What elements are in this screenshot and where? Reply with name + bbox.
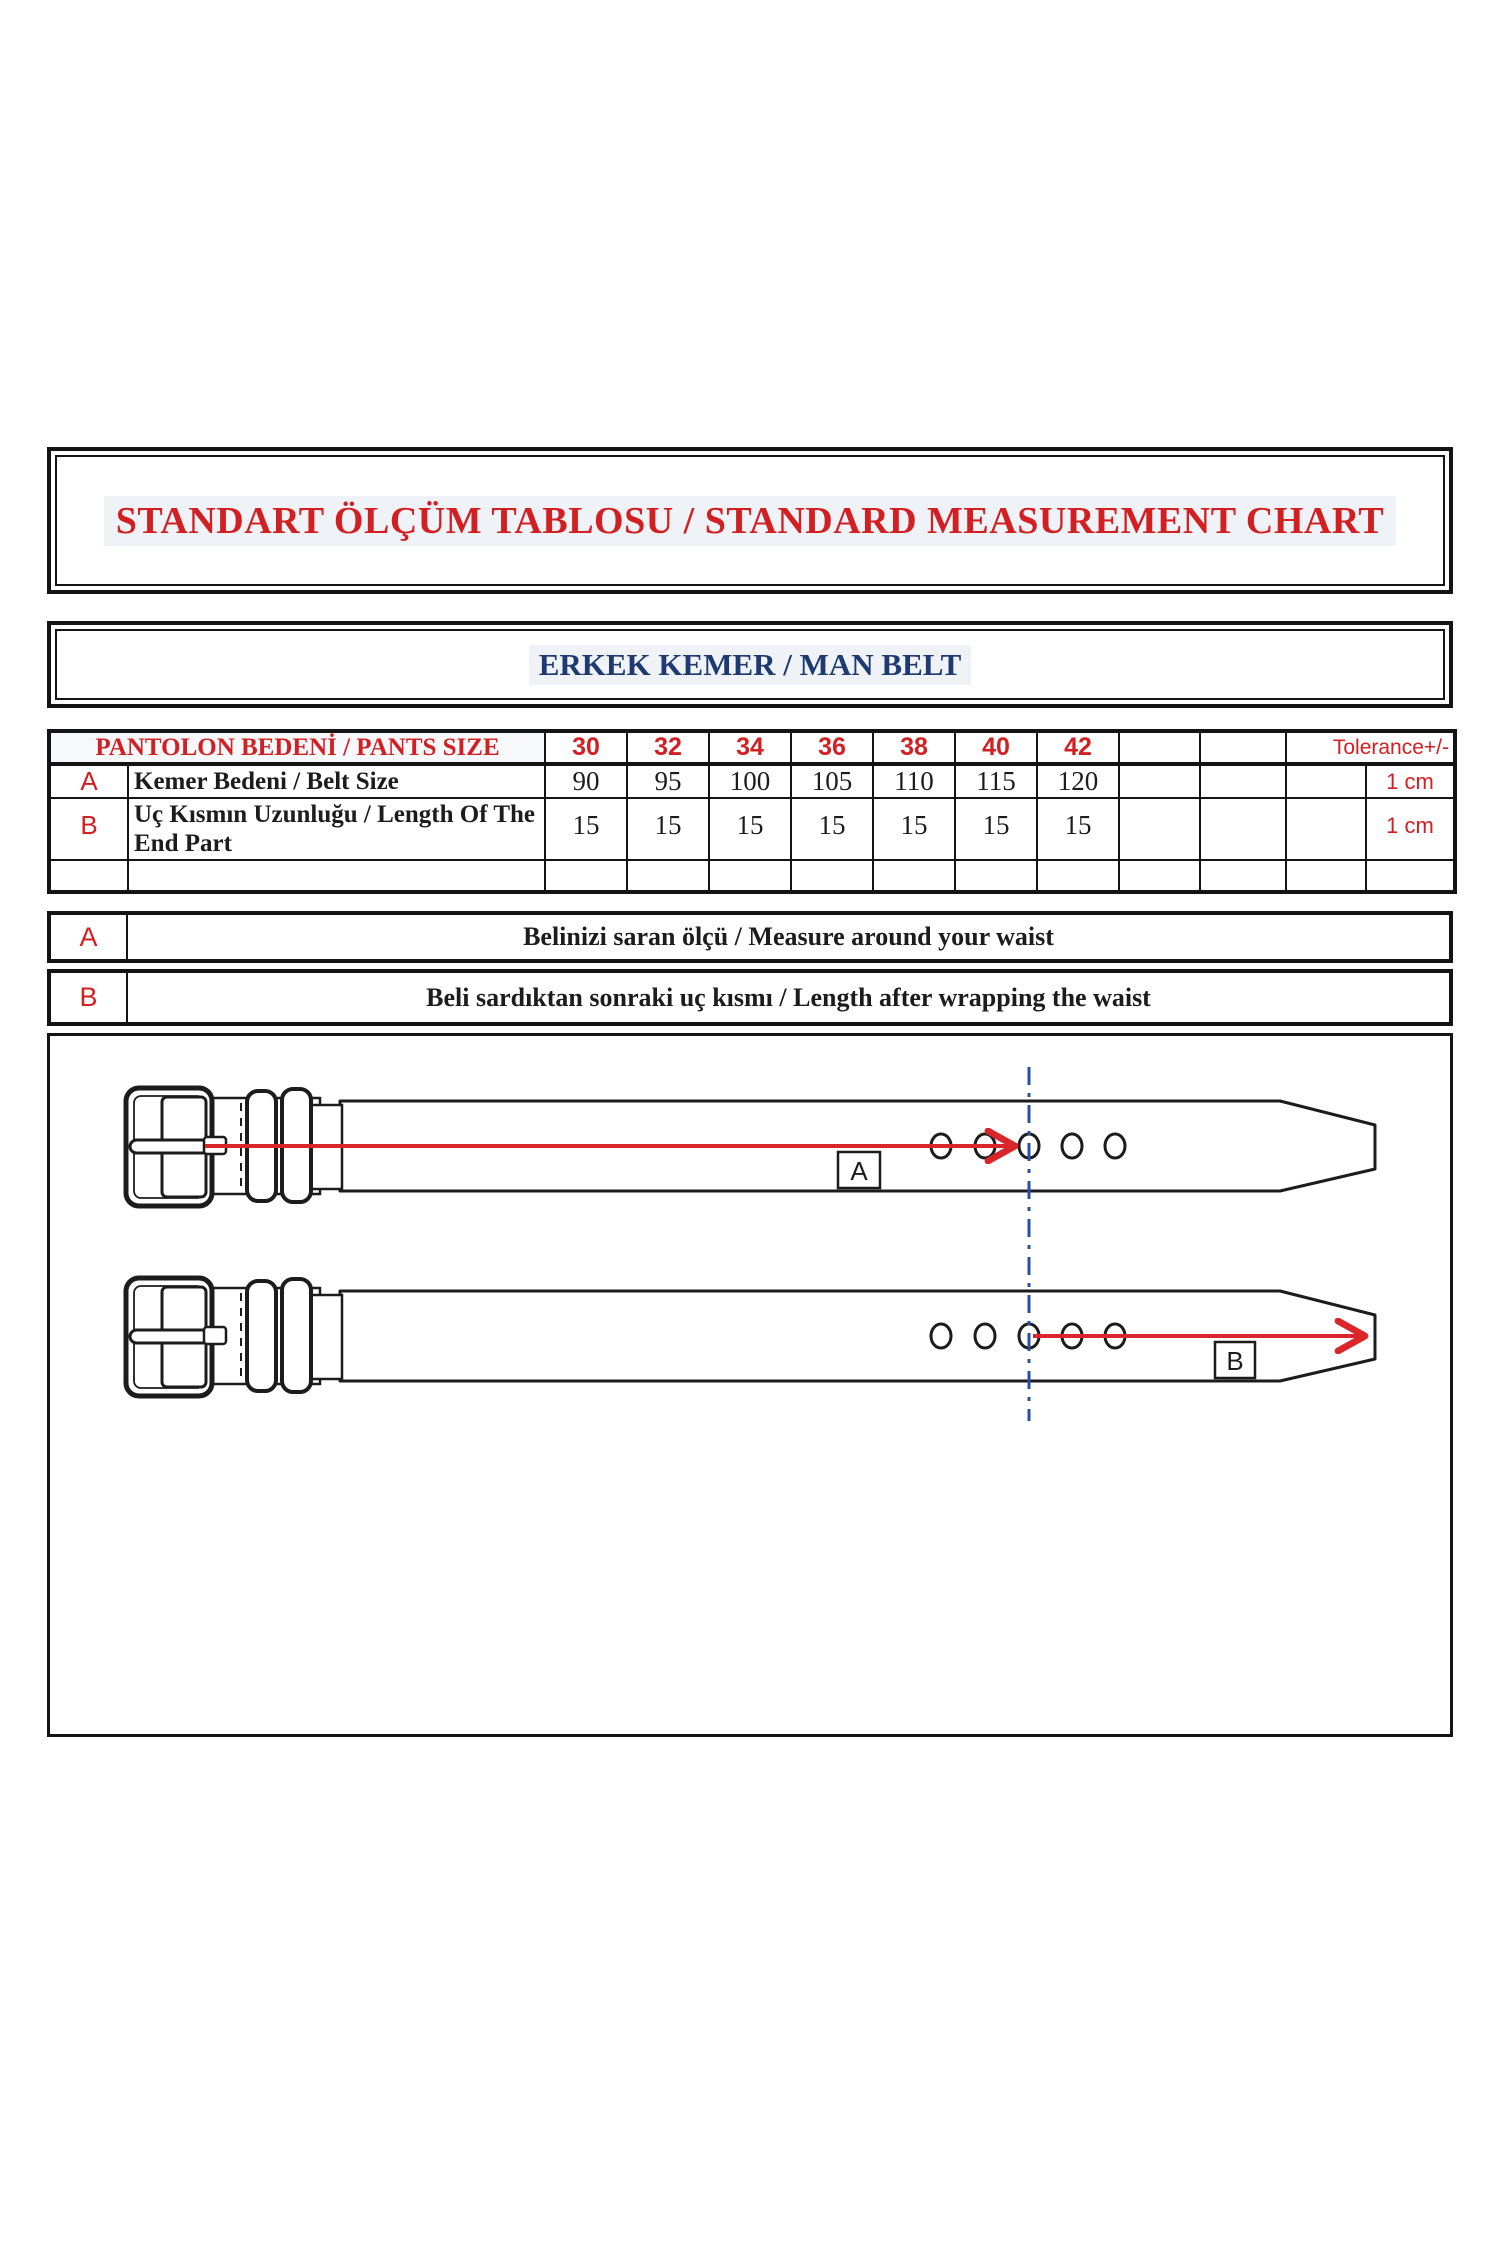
subtitle-banner-inner: ERKEK KEMER / MAN BELT [55, 629, 1445, 700]
belt-size-value: 105 [790, 763, 875, 799]
belt-size-value: 115 [954, 763, 1039, 799]
size-col-header: 40 [954, 730, 1039, 766]
legend-row-b: B Beli sardıktan sonraki uç kısmı / Leng… [47, 969, 1453, 1026]
belt-size-value: 95 [626, 763, 711, 799]
belt-size-value: 90 [544, 763, 629, 799]
empty-cell [1199, 763, 1288, 799]
end-part-value: 15 [626, 797, 711, 861]
empty-cell [48, 859, 129, 893]
belt-size-value: 100 [708, 763, 793, 799]
row-label-b: Uç Kısmın Uzunluğu / Length Of The End P… [126, 797, 547, 861]
size-col-header: 34 [708, 730, 793, 766]
belt-size-row: A Kemer Bedeni / Belt Size 90 95 100 105… [48, 763, 1457, 799]
empty-cell [126, 859, 547, 893]
pants-size-header: PANTOLON BEDENİ / PANTS SIZE [47, 730, 547, 766]
end-part-value: 15 [872, 797, 957, 861]
empty-cell [1285, 797, 1368, 861]
end-part-value: 15 [954, 797, 1039, 861]
empty-cell [1365, 859, 1457, 893]
tolerance-value-a: 1 cm [1365, 763, 1457, 799]
empty-header-cell [1199, 730, 1288, 766]
size-table-header-row: PANTOLON BEDENİ / PANTS SIZE 30 32 34 36… [47, 730, 1457, 766]
size-table: PANTOLON BEDENİ / PANTS SIZE 30 32 34 36… [47, 729, 1458, 894]
product-subtitle: ERKEK KEMER / MAN BELT [528, 644, 972, 685]
end-part-value: 15 [790, 797, 875, 861]
belt-diagram-svg: A B [50, 1067, 1450, 1421]
measure-label-b: B [1213, 1340, 1257, 1380]
belt-size-value: 120 [1036, 763, 1121, 799]
measure-label-a: A [836, 1150, 882, 1190]
title-banner: STANDART ÖLÇÜM TABLOSU / STANDARD MEASUR… [47, 447, 1453, 594]
end-part-row: B Uç Kısmın Uzunluğu / Length Of The End… [48, 797, 1457, 861]
size-col-header: 38 [872, 730, 957, 766]
belt-size-value: 110 [872, 763, 957, 799]
empty-cell [1285, 859, 1368, 893]
subtitle-banner: ERKEK KEMER / MAN BELT [47, 621, 1453, 708]
legend-row-a: A Belinizi saran ölçü / Measure around y… [47, 911, 1453, 963]
title-banner-inner: STANDART ÖLÇÜM TABLOSU / STANDARD MEASUR… [55, 455, 1445, 586]
empty-cell [544, 859, 629, 893]
empty-cell [708, 859, 793, 893]
empty-cell [1118, 797, 1202, 861]
empty-cell [1118, 859, 1202, 893]
tolerance-value-b: 1 cm [1365, 797, 1457, 861]
size-col-header: 30 [544, 730, 629, 766]
legend-key-b: B [51, 973, 128, 1022]
end-part-value: 15 [544, 797, 629, 861]
empty-header-cell [1118, 730, 1202, 766]
end-part-value: 15 [708, 797, 793, 861]
empty-cell [1199, 859, 1288, 893]
label-a-text: A [850, 1156, 868, 1186]
size-col-header: 42 [1036, 730, 1121, 766]
empty-cell [1285, 763, 1368, 799]
legend-text-b: Beli sardıktan sonraki uç kısmı / Length… [426, 982, 1151, 1012]
label-b-text: B [1226, 1346, 1243, 1376]
legend-key-a: A [51, 915, 128, 959]
belt-diagram: A B [47, 1033, 1453, 1737]
spacer-row [48, 859, 1457, 893]
row-key-b: B [48, 797, 129, 861]
empty-cell [954, 859, 1039, 893]
empty-cell [1199, 797, 1288, 861]
empty-cell [1036, 859, 1121, 893]
empty-cell [790, 859, 875, 893]
row-label-a: Kemer Bedeni / Belt Size [126, 763, 547, 799]
page-title: STANDART ÖLÇÜM TABLOSU / STANDARD MEASUR… [103, 495, 1397, 546]
empty-cell [1118, 763, 1202, 799]
end-part-value: 15 [1036, 797, 1121, 861]
size-col-header: 32 [626, 730, 711, 766]
row-key-a: A [48, 763, 129, 799]
empty-cell [872, 859, 957, 893]
size-col-header: 36 [790, 730, 875, 766]
legend-text-a: Belinizi saran ölçü / Measure around you… [523, 922, 1054, 951]
empty-cell [626, 859, 711, 893]
tolerance-header: Tolerance+/- [1285, 730, 1457, 766]
